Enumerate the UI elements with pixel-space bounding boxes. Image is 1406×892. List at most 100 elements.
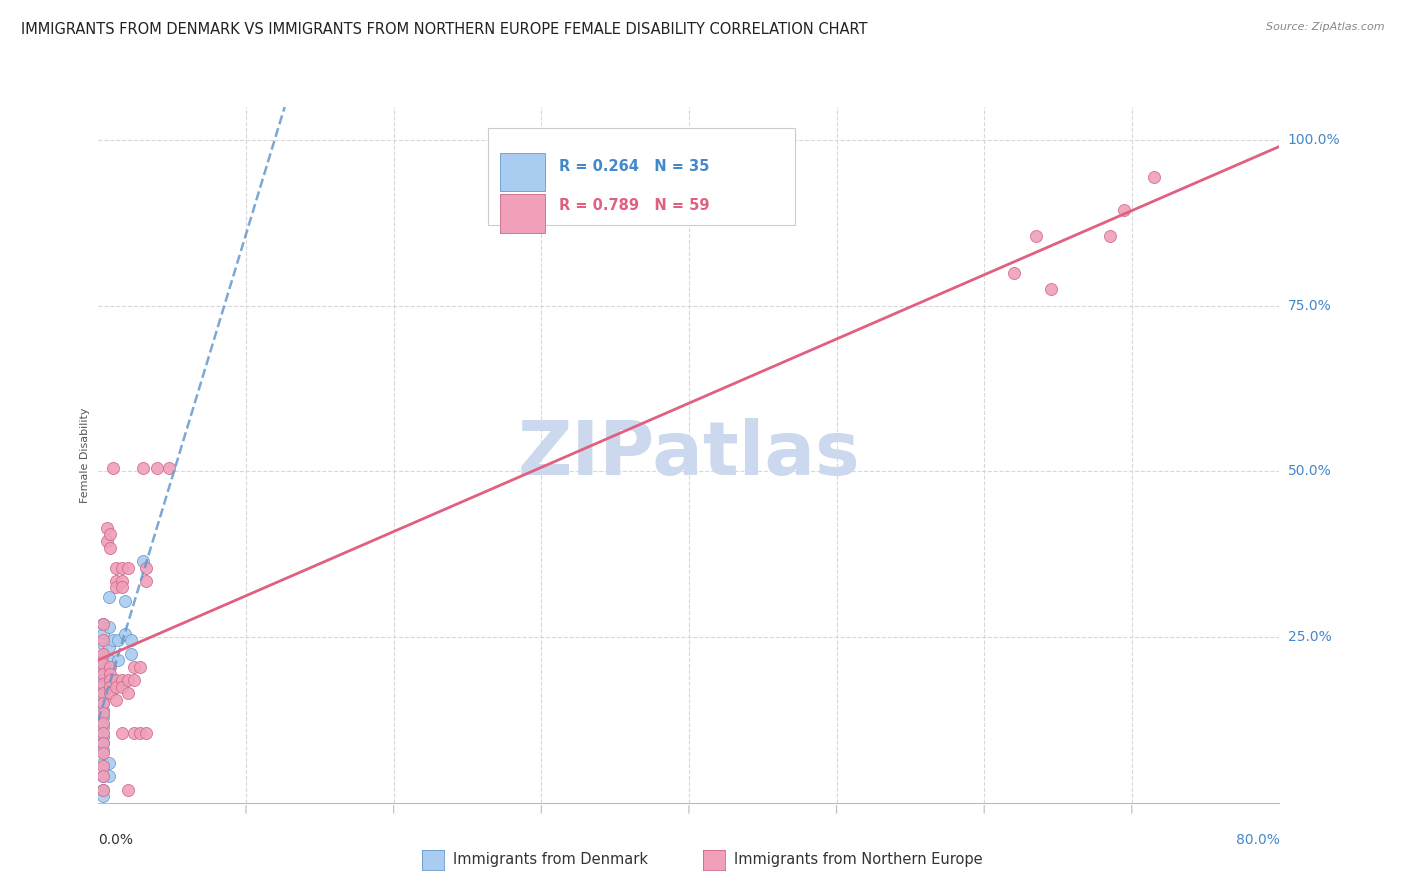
FancyBboxPatch shape bbox=[488, 128, 796, 226]
Point bbox=[91, 680, 114, 694]
Point bbox=[111, 673, 134, 688]
Point bbox=[1002, 266, 1025, 280]
Point bbox=[114, 593, 136, 607]
Point bbox=[91, 697, 114, 711]
Point bbox=[120, 647, 142, 661]
Point bbox=[97, 653, 120, 667]
Point bbox=[98, 680, 121, 694]
Point bbox=[111, 574, 134, 588]
Point bbox=[135, 560, 157, 574]
Point bbox=[91, 627, 114, 641]
Text: Immigrants from Denmark: Immigrants from Denmark bbox=[453, 853, 648, 867]
Point bbox=[132, 554, 155, 568]
FancyBboxPatch shape bbox=[501, 153, 546, 191]
Text: Source: ZipAtlas.com: Source: ZipAtlas.com bbox=[1267, 22, 1385, 32]
Point bbox=[91, 616, 114, 631]
Point bbox=[117, 782, 139, 797]
Point bbox=[91, 743, 114, 757]
Point bbox=[98, 673, 121, 688]
Point bbox=[91, 756, 114, 770]
Point bbox=[1039, 282, 1062, 296]
Point bbox=[91, 616, 114, 631]
Point bbox=[91, 697, 114, 711]
Point bbox=[91, 730, 114, 744]
Point bbox=[1025, 229, 1047, 244]
Point bbox=[91, 703, 114, 717]
Point bbox=[128, 726, 150, 740]
Text: ZIPatlas: ZIPatlas bbox=[517, 418, 860, 491]
Point bbox=[1114, 202, 1136, 217]
Point bbox=[120, 633, 142, 648]
Point bbox=[122, 726, 145, 740]
Point bbox=[117, 686, 139, 700]
Text: Immigrants from Northern Europe: Immigrants from Northern Europe bbox=[734, 853, 983, 867]
Point bbox=[91, 726, 114, 740]
Y-axis label: Female Disability: Female Disability bbox=[80, 407, 90, 503]
Text: 50.0%: 50.0% bbox=[1288, 465, 1331, 478]
Point bbox=[117, 673, 139, 688]
Point bbox=[96, 534, 118, 549]
Point bbox=[122, 673, 145, 688]
Point bbox=[91, 716, 114, 731]
Point bbox=[91, 690, 114, 704]
Point bbox=[91, 709, 114, 723]
Point bbox=[91, 720, 114, 734]
Point bbox=[132, 461, 155, 475]
Point bbox=[111, 726, 134, 740]
Point bbox=[91, 769, 114, 783]
Point bbox=[97, 769, 120, 783]
Text: IMMIGRANTS FROM DENMARK VS IMMIGRANTS FROM NORTHERN EUROPE FEMALE DISABILITY COR: IMMIGRANTS FROM DENMARK VS IMMIGRANTS FR… bbox=[21, 22, 868, 37]
Text: 80.0%: 80.0% bbox=[1236, 832, 1279, 847]
Text: 100.0%: 100.0% bbox=[1288, 133, 1340, 147]
Point bbox=[128, 660, 150, 674]
Point bbox=[107, 653, 129, 667]
Point bbox=[91, 746, 114, 760]
Point bbox=[91, 657, 114, 671]
Point bbox=[91, 769, 114, 783]
Point bbox=[103, 461, 125, 475]
Point bbox=[98, 686, 121, 700]
Point bbox=[91, 736, 114, 750]
Point bbox=[91, 673, 114, 688]
Point bbox=[135, 726, 157, 740]
Point bbox=[91, 657, 114, 671]
Point bbox=[103, 633, 125, 648]
Point bbox=[117, 560, 139, 574]
Point bbox=[105, 560, 128, 574]
Point bbox=[111, 581, 134, 595]
Point bbox=[97, 620, 120, 634]
Point bbox=[98, 666, 121, 681]
Point bbox=[105, 693, 128, 707]
Point bbox=[97, 640, 120, 654]
Point bbox=[91, 782, 114, 797]
Point bbox=[105, 673, 128, 688]
Point bbox=[98, 541, 121, 555]
Point bbox=[97, 756, 120, 770]
Point bbox=[107, 633, 129, 648]
Point bbox=[91, 647, 114, 661]
Text: 0.0%: 0.0% bbox=[98, 832, 134, 847]
Point bbox=[105, 680, 128, 694]
Point bbox=[91, 706, 114, 721]
Point bbox=[91, 650, 114, 665]
Point bbox=[1098, 229, 1121, 244]
Point bbox=[105, 574, 128, 588]
Point bbox=[91, 759, 114, 773]
Text: 25.0%: 25.0% bbox=[1288, 630, 1331, 644]
Point bbox=[91, 782, 114, 797]
Point bbox=[103, 673, 125, 688]
Point bbox=[91, 686, 114, 700]
Point bbox=[146, 461, 169, 475]
Point bbox=[91, 789, 114, 804]
Point bbox=[111, 680, 134, 694]
Point bbox=[98, 527, 121, 541]
Point bbox=[91, 666, 114, 681]
Text: R = 0.264   N = 35: R = 0.264 N = 35 bbox=[560, 160, 710, 174]
Point bbox=[111, 560, 134, 574]
Text: 75.0%: 75.0% bbox=[1288, 299, 1331, 313]
Text: R = 0.789   N = 59: R = 0.789 N = 59 bbox=[560, 198, 710, 213]
Point bbox=[122, 660, 145, 674]
Point bbox=[157, 461, 180, 475]
Point bbox=[91, 736, 114, 750]
Point bbox=[135, 574, 157, 588]
